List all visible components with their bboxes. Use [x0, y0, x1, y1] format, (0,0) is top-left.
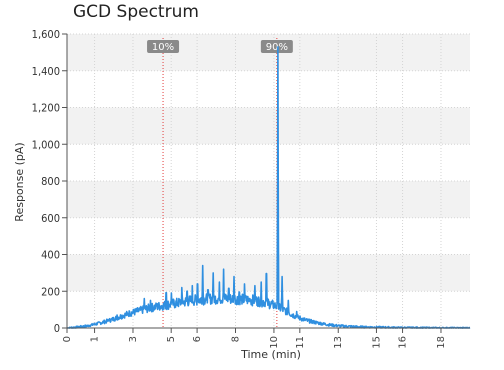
grid-lines [66, 33, 470, 329]
x-tick-labels: 0 1 3 5 6 8 10 11 13 15 16 18 [62, 328, 447, 349]
y-tick-label: 1,400 [32, 65, 60, 78]
x-tick-label: 3 [128, 336, 139, 342]
x-tick-label: 11 [295, 336, 306, 349]
y-tick-label: 600 [41, 212, 60, 225]
y-tick-label: 200 [41, 285, 60, 298]
x-tick-label: 18 [436, 336, 447, 349]
y-tick-label: 1,000 [32, 138, 60, 151]
marker-badge [260, 40, 293, 53]
marker-label: 90% [266, 42, 288, 53]
y-tick-label: 0 [54, 322, 60, 335]
x-tick-label: 6 [192, 336, 203, 342]
marker-label: 10% [152, 42, 174, 53]
plot-band [67, 254, 470, 292]
y-axis-title: Response (pA) [13, 142, 26, 221]
x-tick-label: 16 [398, 336, 409, 349]
plot-bands [67, 34, 470, 292]
y-tick-labels: 0 200 400 600 800 1,000 1,200 1,400 1,600 [32, 28, 67, 335]
x-tick-label: 8 [231, 336, 242, 342]
y-tick-label: 800 [41, 175, 60, 188]
plot-band [67, 181, 470, 218]
y-tick-label: 1,200 [32, 102, 60, 115]
x-tick-label: 0 [62, 336, 73, 342]
x-tick-label: 15 [371, 336, 382, 349]
x-tick-label: 10 [269, 336, 280, 349]
chart-title: GCD Spectrum [73, 2, 199, 22]
x-tick-label: 1 [90, 336, 101, 342]
x-tick-label: 5 [166, 336, 177, 342]
marker-badge [147, 40, 180, 53]
plot-band [67, 107, 470, 145]
y-tick-label: 400 [41, 249, 60, 262]
x-axis-title: Time (min) [240, 348, 301, 361]
x-tick-label: 13 [333, 336, 344, 349]
y-tick-label: 1,600 [32, 28, 60, 41]
